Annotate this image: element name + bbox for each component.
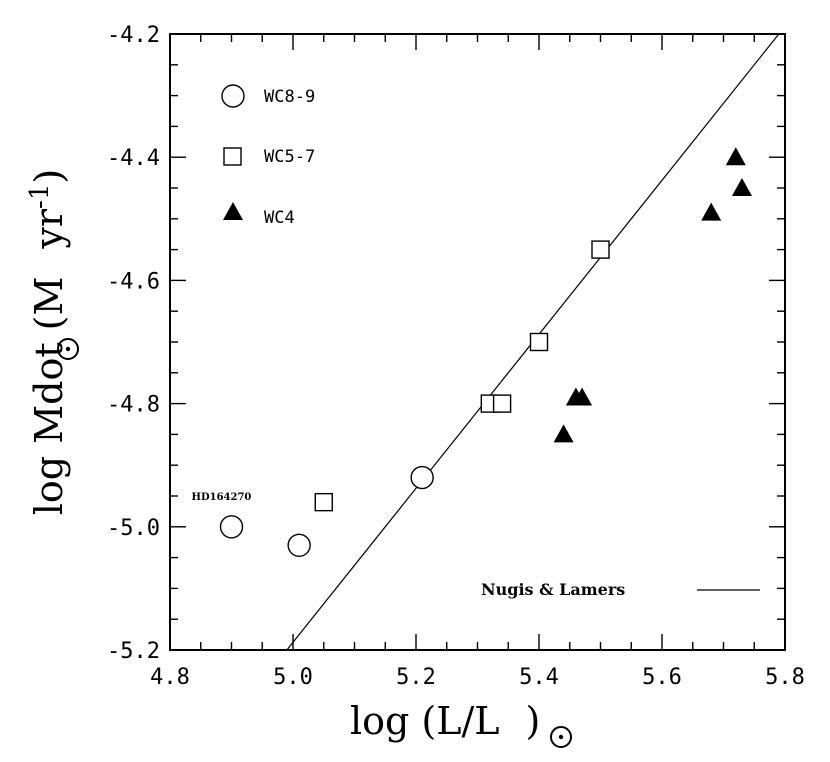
y-axis-sun-symbol — [57, 338, 79, 360]
x-tick-label: 5.0 — [273, 665, 313, 690]
y-tick-label: -4.8 — [107, 393, 160, 418]
y-tick-label: -4.2 — [107, 23, 160, 48]
x-axis-title-suffix: ) — [526, 699, 541, 743]
y-axis-title-sup: -1 — [25, 184, 55, 209]
y-axis-title-mid: yr — [27, 208, 71, 249]
x-tick-label: 5.8 — [765, 665, 805, 690]
y-tick-label: -4.6 — [107, 269, 160, 294]
y-tick-label: -5.0 — [107, 516, 160, 541]
x-axis-title: log (L/L) — [350, 699, 572, 748]
point-wc8-9 — [410, 465, 434, 490]
legend-marker-wc8-9 — [221, 84, 245, 108]
x-tick-label: 5.2 — [396, 665, 436, 690]
y-tick-label: -5.2 — [107, 639, 160, 664]
legend-marker-wc4 — [223, 202, 243, 220]
y-tick-label: -4.4 — [107, 146, 160, 171]
point-wc5-7 — [314, 492, 333, 512]
y-axis-title-prefix: log Mdot (M — [27, 277, 71, 516]
legend-label-wc8-9: WC8-9 — [264, 87, 315, 107]
x-tick-label: 5.6 — [642, 665, 682, 690]
x-axis-sun-dot — [558, 734, 564, 740]
y-axis-title: log Mdot (M yr-1) — [25, 169, 79, 515]
x-axis-title-prefix: log (L/L — [350, 699, 500, 743]
point-wc8-9 — [287, 533, 311, 557]
point-wc4 — [553, 424, 574, 443]
x-axis-title-text: log (L/L) — [350, 699, 540, 743]
point-wc5-7 — [529, 332, 549, 352]
point-wc4 — [725, 147, 746, 166]
legend-label-wc5-7: WC5-7 — [264, 147, 315, 167]
point-wc5-7 — [492, 394, 512, 413]
plot-frame — [169, 33, 786, 651]
point-wc5-7 — [591, 240, 610, 259]
x-tick-label: 5.4 — [519, 665, 559, 690]
legend: WC8-9 WC5-7 WC4 — [221, 84, 315, 228]
y-axis-sun-dot — [65, 346, 71, 352]
x-tick-label: 4.8 — [150, 665, 190, 690]
y-axis-title-text: log Mdot (M yr-1) — [25, 169, 71, 515]
relation-legend-label: Nugis & Lamers — [481, 580, 625, 599]
legend-marker-wc5-7 — [223, 147, 242, 166]
y-tick-labels: -5.2 -5.0 -4.8 -4.6 -4.4 -4.2 — [107, 23, 160, 664]
axis-ticks — [169, 33, 786, 651]
point-wc4 — [731, 178, 752, 196]
hd164270-annotation: HD164270 — [192, 492, 252, 503]
point-wc8-9 — [219, 515, 244, 539]
point-wc4 — [572, 387, 593, 406]
point-wc4 — [701, 202, 722, 221]
data-markers — [219, 147, 752, 557]
x-axis-sun-symbol — [550, 726, 572, 748]
legend-label-wc4: WC4 — [264, 208, 295, 228]
y-axis-title-suffix: ) — [27, 169, 71, 184]
x-tick-labels: 4.8 5.0 5.2 5.4 5.6 5.8 — [150, 665, 805, 690]
